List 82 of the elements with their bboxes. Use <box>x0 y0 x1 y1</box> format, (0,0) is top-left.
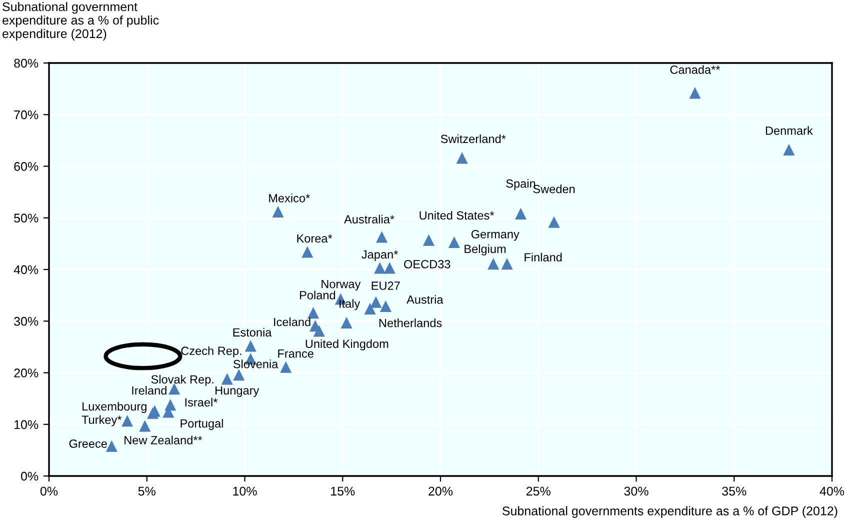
annotation: Finland <box>524 252 562 262</box>
annotation: Australia* <box>344 214 394 224</box>
y-axis-title: Subnational government expenditure as a % of public expenditure (2012) <box>2 2 159 41</box>
point <box>488 258 500 270</box>
annotation: Korea* <box>297 234 332 243</box>
annotation: Slovenia <box>233 360 278 368</box>
point <box>280 361 292 373</box>
point <box>456 152 468 164</box>
annotation: Mexico* <box>269 194 310 202</box>
annotation: Switzerland* <box>440 134 506 144</box>
x-tick-label: 0% <box>40 486 58 496</box>
point <box>221 373 233 385</box>
annotation: Portugal <box>180 418 223 430</box>
annotation: Hungary <box>216 386 260 397</box>
annotation: Iceland <box>274 317 310 326</box>
y-tick-label: 80% <box>14 58 38 68</box>
x-tick-label: 40% <box>820 486 844 496</box>
y-tick-label: 10% <box>14 420 38 430</box>
x-tick-label: 5% <box>138 486 156 496</box>
annotation: Sweden <box>533 184 575 194</box>
point <box>689 87 701 99</box>
point <box>384 262 396 274</box>
point <box>422 234 435 246</box>
annotation: Netherlands <box>379 318 442 328</box>
annotation: Germany <box>471 230 520 241</box>
point <box>313 325 325 337</box>
y-tick-label: 0% <box>21 472 38 481</box>
point <box>448 236 460 248</box>
annotation: Turkey* <box>82 415 122 426</box>
y-tick-label: 70% <box>14 110 38 120</box>
point <box>364 302 376 315</box>
point <box>302 246 314 258</box>
x-tick-label: 15% <box>331 486 355 496</box>
annotation: Israel* <box>185 398 218 407</box>
y-tick-label: 20% <box>14 368 38 378</box>
x-tick-label: 10% <box>233 486 257 496</box>
y-tick-label: 40% <box>14 265 38 274</box>
point <box>272 206 284 218</box>
point <box>380 300 392 312</box>
annotation: Canada** <box>670 65 720 74</box>
y-tick-label: 60% <box>14 162 38 171</box>
point <box>106 440 118 452</box>
point <box>370 296 382 308</box>
annotation: Estonia <box>233 328 272 337</box>
point <box>376 231 388 243</box>
annotation: United Kingdom <box>306 339 388 350</box>
annotation: Greece <box>69 439 107 448</box>
x-tick-label: 30% <box>624 486 648 496</box>
point <box>340 316 352 328</box>
y-tick-label: 30% <box>14 316 38 326</box>
annotation: Japan* <box>362 250 398 261</box>
annotation: Slovak Rep. <box>151 374 214 386</box>
annotation: Italy <box>340 299 360 310</box>
x-tick-label: 35% <box>722 486 746 496</box>
point <box>501 258 513 270</box>
x-tick-label: 20% <box>428 486 453 496</box>
annotation: Denmark <box>766 126 813 135</box>
annotation: France <box>278 350 314 358</box>
annotation: OECD33 <box>404 260 450 268</box>
point <box>307 307 320 319</box>
point <box>783 144 795 156</box>
annotation: Belgium <box>464 244 506 256</box>
annotation: EU27 <box>372 282 400 290</box>
point <box>548 216 560 228</box>
annotation: United States* <box>420 210 494 220</box>
x-axis-title: Subnational governments expenditure as a % of GDP (2012) <box>502 506 838 518</box>
annotation: Austria <box>406 295 444 304</box>
annotation: New Zealand** <box>124 436 202 444</box>
annotation: Ireland <box>132 386 166 395</box>
annotation: Czech Rep. <box>181 346 242 358</box>
point <box>244 340 256 352</box>
y-tick-label: 50% <box>14 214 38 223</box>
point <box>514 208 527 220</box>
annotation: Spain <box>506 179 536 190</box>
annotation: Norway <box>322 280 361 291</box>
annotation: Poland <box>300 290 336 300</box>
point <box>139 420 151 432</box>
x-tick-label: 25% <box>526 486 550 496</box>
point <box>374 262 386 274</box>
annotation: Luxembourg <box>82 402 146 413</box>
point <box>233 369 245 381</box>
point <box>121 414 134 427</box>
